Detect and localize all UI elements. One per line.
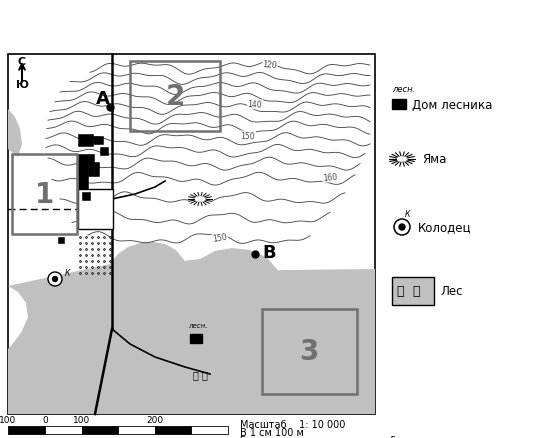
Bar xyxy=(190,334,202,343)
Text: 1: 1 xyxy=(34,180,54,208)
Text: 140: 140 xyxy=(248,100,263,110)
Text: К: К xyxy=(65,269,71,278)
Bar xyxy=(8,55,375,414)
Bar xyxy=(78,135,93,147)
Bar xyxy=(78,155,88,190)
Text: 150: 150 xyxy=(241,132,255,141)
Text: 120: 120 xyxy=(263,60,278,70)
Circle shape xyxy=(399,225,405,230)
Circle shape xyxy=(48,272,62,286)
Bar xyxy=(262,309,357,394)
Text: Яма: Яма xyxy=(422,153,446,166)
Bar xyxy=(392,100,406,110)
Text: 160: 160 xyxy=(323,173,338,183)
Bar xyxy=(392,277,434,305)
Text: 100: 100 xyxy=(0,415,17,424)
Text: К: К xyxy=(405,209,410,219)
Ellipse shape xyxy=(389,152,415,168)
Bar xyxy=(155,426,191,434)
Bar xyxy=(82,193,90,201)
Bar xyxy=(191,426,228,434)
Text: С: С xyxy=(18,57,26,67)
Bar xyxy=(78,190,113,230)
Ellipse shape xyxy=(188,193,212,207)
Circle shape xyxy=(53,277,58,282)
Bar xyxy=(118,426,155,434)
Text: 0: 0 xyxy=(42,415,48,424)
Bar xyxy=(94,162,99,177)
Text: Лес: Лес xyxy=(440,285,463,298)
Text: Масштаб    1: 10 000: Масштаб 1: 10 000 xyxy=(240,419,346,429)
Text: 150: 150 xyxy=(212,232,228,243)
Bar xyxy=(58,237,64,244)
Bar xyxy=(8,426,45,434)
Text: Ю: Ю xyxy=(16,80,29,90)
Text: 2: 2 xyxy=(165,83,185,111)
Text: A: A xyxy=(96,90,110,108)
Text: 🌲: 🌲 xyxy=(201,369,207,379)
Circle shape xyxy=(394,219,410,236)
Bar xyxy=(82,426,118,434)
Text: 3: 3 xyxy=(299,337,319,365)
Text: Дом лесника: Дом лесника xyxy=(412,98,492,111)
Bar xyxy=(88,155,94,177)
Text: 200: 200 xyxy=(146,415,164,424)
Text: 🌲: 🌲 xyxy=(396,285,404,298)
Text: B: B xyxy=(262,244,276,261)
Bar xyxy=(12,155,77,234)
Text: лесн.: лесн. xyxy=(188,322,208,328)
Text: 100: 100 xyxy=(73,415,91,424)
Polygon shape xyxy=(8,55,22,158)
Bar xyxy=(100,148,108,155)
Text: 🌲: 🌲 xyxy=(192,369,198,379)
Text: Горизонтали проведены через 5 метров: Горизонтали проведены через 5 метров xyxy=(240,435,433,438)
Text: В 1 см 100 м: В 1 см 100 м xyxy=(240,427,304,437)
Polygon shape xyxy=(8,243,375,414)
Bar xyxy=(93,137,103,145)
Text: лесн.: лесн. xyxy=(392,85,416,94)
Text: 🍃: 🍃 xyxy=(412,285,420,298)
Bar xyxy=(130,62,220,132)
Bar xyxy=(45,426,82,434)
Text: Колодец: Колодец xyxy=(418,221,472,234)
